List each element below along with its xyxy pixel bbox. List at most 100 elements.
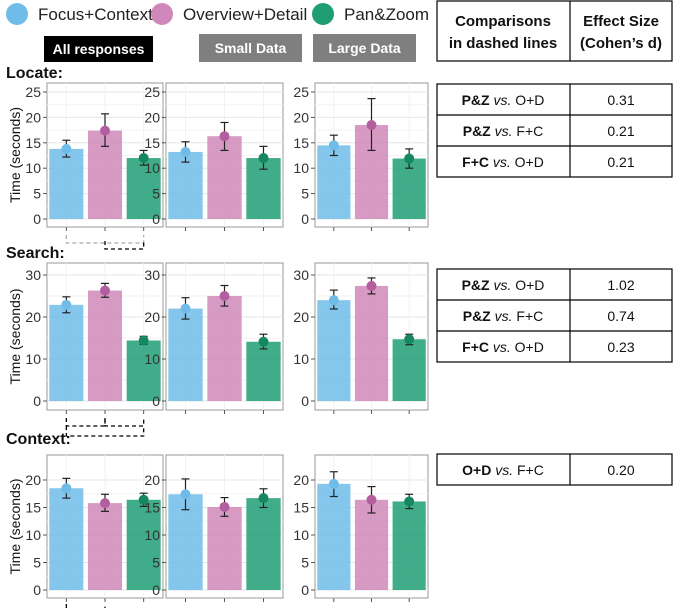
table-header-col1: in dashed lines	[449, 35, 557, 52]
y-tick-label: 0	[301, 211, 309, 227]
legend-swatch	[6, 3, 28, 25]
mean-point	[61, 143, 72, 154]
y-tick-label: 15	[144, 500, 160, 516]
y-tick-label: 15	[25, 500, 41, 516]
y-tick-label: 10	[293, 351, 309, 367]
mean-point	[366, 120, 377, 131]
y-tick-label: 0	[152, 211, 160, 227]
y-tick-label: 10	[293, 527, 309, 543]
comparison-label: F+C vs. O+D	[462, 339, 544, 355]
y-tick-label: 10	[25, 527, 41, 543]
mean-point	[61, 483, 72, 494]
y-tick-label: 20	[293, 109, 309, 125]
y-tick-label: 5	[301, 186, 309, 202]
y-tick-label: 20	[144, 109, 160, 125]
mean-point	[328, 478, 339, 489]
mean-point	[219, 131, 230, 142]
bar	[87, 290, 123, 401]
bar	[354, 499, 389, 590]
bar	[126, 340, 161, 401]
bar	[49, 148, 84, 219]
effect-size-value: 0.21	[607, 154, 634, 170]
y-tick-label: 10	[144, 160, 160, 176]
y-axis-label: Time (seconds)	[7, 289, 23, 385]
y-tick-label: 25	[293, 84, 309, 100]
y-tick-label: 10	[25, 351, 41, 367]
effect-size-value: 0.21	[607, 123, 634, 139]
bar	[168, 151, 203, 219]
bar	[207, 296, 242, 401]
mean-point	[258, 336, 269, 347]
y-tick-label: 20	[25, 109, 41, 125]
y-tick-label: 10	[144, 527, 160, 543]
effect-size-value: 0.20	[607, 462, 634, 478]
y-tick-label: 0	[33, 393, 41, 409]
legend-label: Pan&Zoom	[344, 5, 429, 24]
comparison-bracket	[65, 604, 106, 608]
comparison-label: P&Z vs. F+C	[463, 123, 544, 139]
y-tick-label: 25	[25, 84, 41, 100]
y-tick-label: 15	[293, 135, 309, 151]
y-tick-label: 20	[144, 309, 160, 325]
bar	[168, 308, 203, 401]
legend-label: Focus+Context	[38, 5, 153, 24]
bar	[392, 339, 426, 401]
comparison-table	[436, 83, 673, 178]
comparison-table	[436, 268, 673, 363]
y-tick-label: 30	[25, 267, 41, 283]
y-tick-label: 0	[152, 582, 160, 598]
y-tick-label: 15	[25, 135, 41, 151]
comparison-bracket	[104, 418, 145, 427]
mean-point	[404, 153, 415, 164]
y-tick-label: 5	[33, 186, 41, 202]
panel-header-box	[313, 34, 416, 62]
comparison-label: O+D vs. F+C	[462, 462, 544, 478]
y-tick-label: 25	[144, 84, 160, 100]
task-label: Locate:	[6, 65, 63, 82]
mean-point	[100, 285, 110, 296]
y-tick-label: 30	[144, 267, 160, 283]
comparison-label: P&Z vs. O+D	[462, 92, 545, 108]
mean-point	[100, 125, 110, 136]
effect-size-value: 0.74	[607, 308, 634, 324]
panel-header: Large Data	[328, 40, 401, 56]
bar	[49, 304, 84, 401]
mean-point	[100, 498, 110, 509]
y-tick-label: 20	[25, 309, 41, 325]
bar	[207, 506, 242, 590]
table-header-col2: Effect Size	[583, 13, 659, 30]
y-tick-label: 5	[33, 555, 41, 571]
y-tick-label: 0	[301, 582, 309, 598]
effect-size-value: 0.31	[607, 92, 634, 108]
mean-point	[219, 501, 230, 512]
y-tick-label: 5	[301, 555, 309, 571]
comparison-bracket	[65, 235, 145, 244]
y-tick-label: 20	[293, 472, 309, 488]
bar	[354, 285, 389, 401]
bar	[317, 300, 351, 401]
y-axis-label: Time (seconds)	[7, 479, 23, 575]
panel-header-box	[199, 34, 302, 62]
mean-point	[219, 291, 230, 301]
bar	[126, 499, 161, 590]
bar	[87, 503, 123, 590]
mean-point	[138, 494, 149, 505]
panel-header: Small Data	[215, 40, 287, 56]
y-tick-label: 20	[144, 472, 160, 488]
mean-point	[138, 153, 149, 164]
mean-point	[258, 493, 269, 504]
bar	[392, 501, 426, 590]
y-tick-label: 20	[293, 309, 309, 325]
effect-size-value: 1.02	[607, 277, 634, 293]
table-header-col1: Comparisons	[455, 13, 551, 30]
bar	[317, 145, 351, 219]
mean-point	[366, 280, 377, 291]
y-tick-label: 10	[144, 351, 160, 367]
y-axis-label: Time (seconds)	[7, 107, 23, 203]
y-tick-label: 10	[25, 160, 41, 176]
comparison-label: P&Z vs. F+C	[463, 308, 544, 324]
comparison-label: P&Z vs. O+D	[462, 277, 545, 293]
y-tick-label: 5	[152, 186, 160, 202]
mean-point	[366, 494, 377, 505]
mean-point	[180, 146, 191, 157]
